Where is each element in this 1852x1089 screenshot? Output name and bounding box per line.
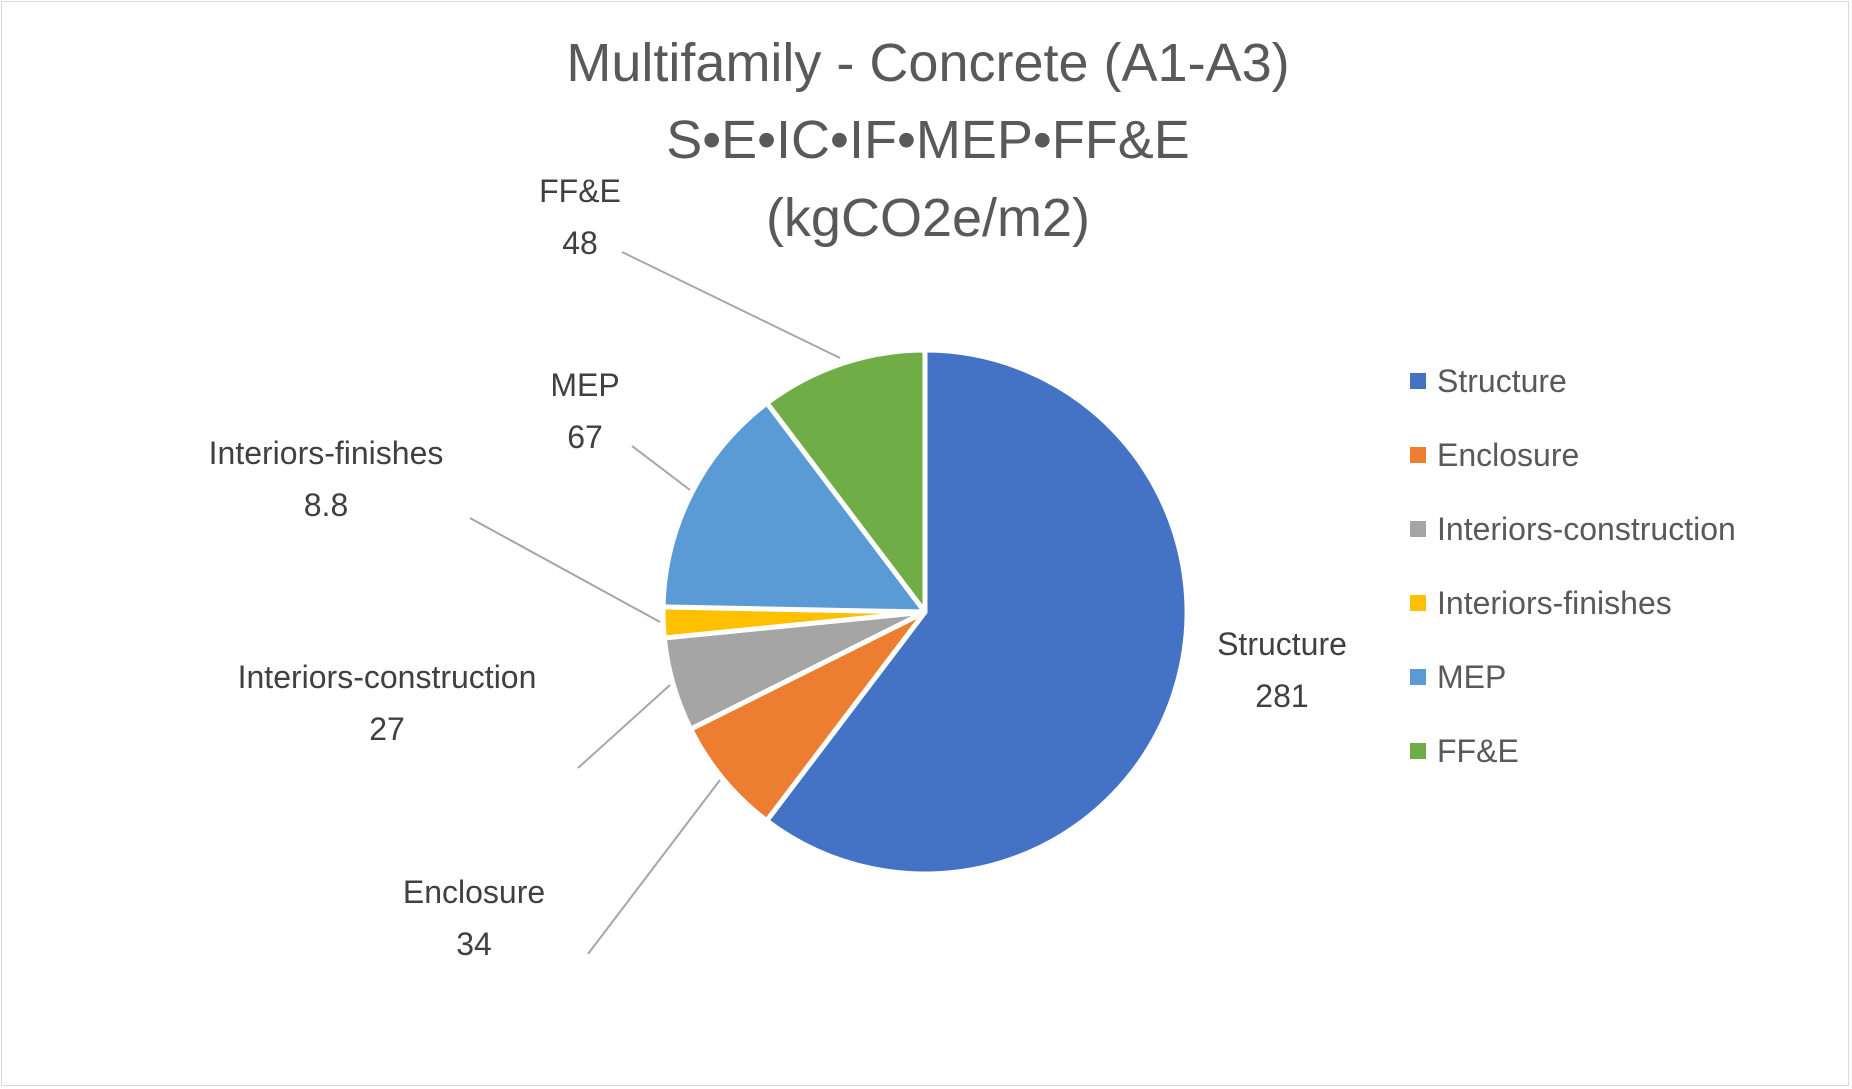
chart-title: Multifamily - Concrete (A1-A3) S•E•IC•IF… — [566, 33, 1289, 248]
chart-title-line-2: S•E•IC•IF•MEP•FF&E — [666, 110, 1190, 170]
leader-lines — [469, 251, 841, 955]
leader-line-enclosure — [587, 779, 721, 955]
pie-slice-ff-e — [764, 347, 928, 615]
leader-line-interiors-finishes — [469, 517, 661, 623]
legend-swatch-interiors-finishes — [1410, 595, 1426, 611]
pie-slice-structure — [764, 347, 1190, 877]
pie-slice-mep — [660, 400, 928, 615]
legend-label-structure: Structure — [1437, 363, 1567, 399]
legend-label-interiors-construction: Interiors-construction — [1437, 511, 1736, 547]
legend-label-ff-e: FF&E — [1437, 733, 1519, 769]
leader-line-mep — [631, 445, 691, 491]
pie-slices — [660, 347, 1190, 877]
legend-swatch-interiors-construction — [1410, 521, 1426, 537]
legend-swatch-structure — [1410, 373, 1426, 389]
data-label-value-enclosure: 34 — [456, 926, 492, 962]
data-labels: Structure 281 Enclosure 34 Interiors-constru… — [209, 173, 1347, 962]
leader-line-interiors-construction — [577, 684, 671, 769]
data-label-value-ff-e: 48 — [562, 225, 598, 261]
data-label-value-mep: 67 — [567, 419, 603, 455]
data-label-category-enclosure: Enclosure — [403, 874, 545, 910]
chart-title-line-3: (kgCO2e/m2) — [766, 188, 1090, 248]
legend-label-interiors-finishes: Interiors-finishes — [1437, 585, 1672, 621]
legend-swatch-ff-e — [1410, 743, 1426, 759]
data-label-category-structure: Structure — [1217, 626, 1347, 662]
legend-label-mep: MEP — [1437, 659, 1506, 695]
data-label-category-ff-e: FF&E — [539, 173, 621, 209]
data-label-category-mep: MEP — [550, 367, 619, 403]
legend: Structure Enclosure Interiors-construction… — [1410, 363, 1736, 769]
data-label-category-interiors-construction: Interiors-construction — [238, 659, 537, 695]
leader-line-ff-e — [621, 251, 841, 359]
legend-label-enclosure: Enclosure — [1437, 437, 1579, 473]
data-label-value-structure: 281 — [1255, 678, 1308, 714]
legend-swatch-enclosure — [1410, 447, 1426, 463]
legend-swatch-mep — [1410, 669, 1426, 685]
data-label-value-interiors-construction: 27 — [369, 711, 405, 747]
chart-title-line-1: Multifamily - Concrete (A1-A3) — [566, 33, 1289, 93]
data-label-category-interiors-finishes: Interiors-finishes — [209, 435, 444, 471]
data-label-value-interiors-finishes: 8.8 — [304, 487, 348, 523]
